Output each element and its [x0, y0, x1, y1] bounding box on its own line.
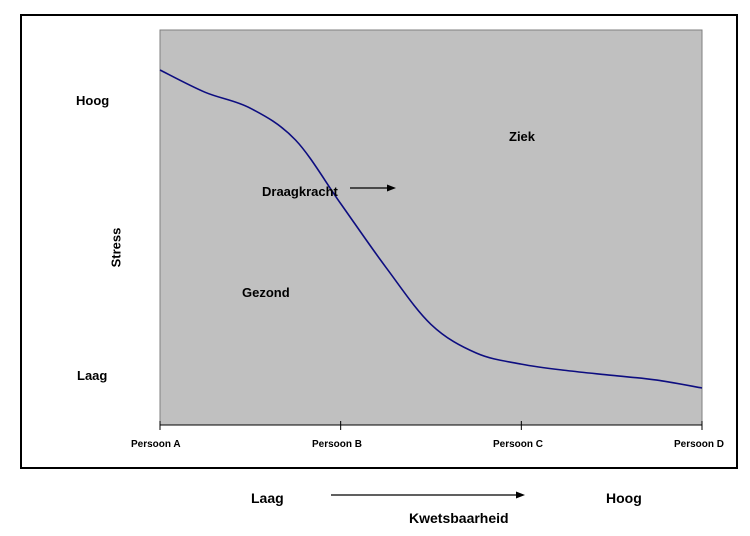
series-line-draagkracht	[159, 69, 703, 389]
y-axis-label: Stress	[108, 227, 124, 268]
region-label-ziek: Ziek	[509, 129, 536, 144]
x-level-low: Laag	[251, 490, 284, 506]
x-tick-label: Persoon C	[493, 439, 544, 450]
y-level-high: Hoog	[76, 93, 110, 108]
region-label-gezond: Gezond	[242, 285, 290, 300]
x-axis-label: Kwetsbaarheid	[409, 510, 509, 526]
series-label-draagkracht: Draagkracht	[262, 184, 338, 199]
kwetsbaarheid-arrowhead	[516, 491, 525, 499]
plot-area	[159, 29, 703, 426]
y-level-low: Laag	[77, 368, 108, 383]
x-tick-label: Persoon A	[131, 439, 181, 450]
x-tick-label: Persoon D	[674, 439, 725, 450]
annotation-arrowhead-draagkracht	[387, 184, 396, 192]
x-level-high: Hoog	[606, 490, 642, 506]
x-tick-label: Persoon B	[312, 439, 363, 450]
